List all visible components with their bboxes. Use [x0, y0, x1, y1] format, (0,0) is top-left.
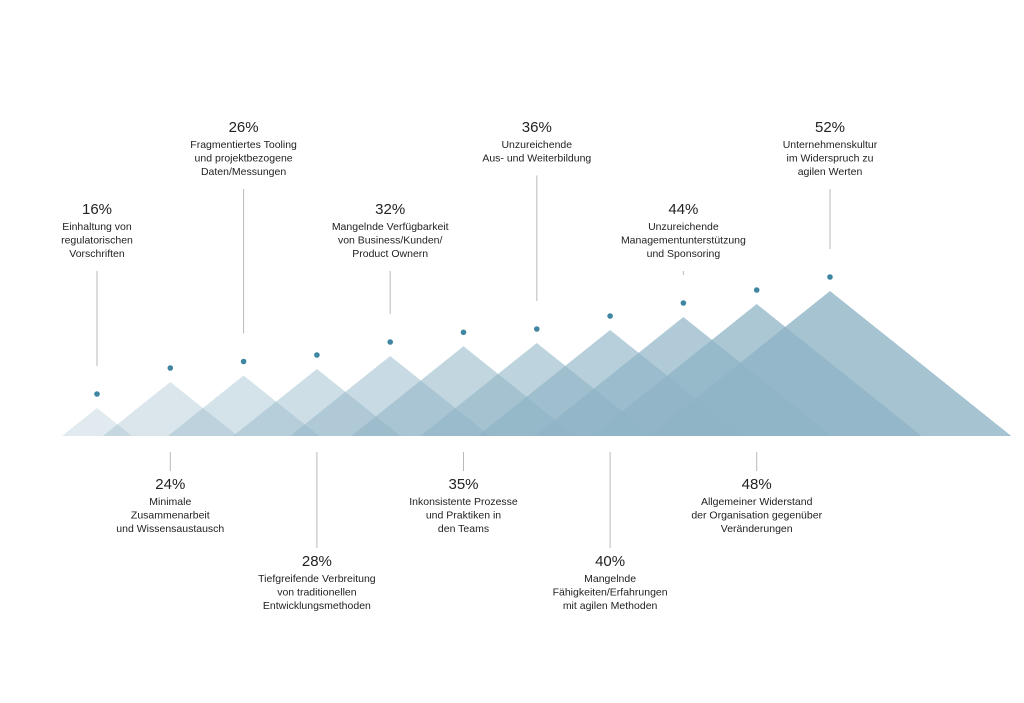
- category-label-line: Mangelnde: [584, 573, 636, 585]
- data-label: 32% Mangelnde Verfügbarkeit von Business/K…: [332, 201, 449, 260]
- data-label: 26% Fragmentiertes Tooling und projektbezo…: [190, 119, 297, 178]
- percent-label: 36%: [522, 119, 552, 136]
- category-label-line: Entwicklungsmethoden: [263, 600, 371, 612]
- peak-triangle: [233, 369, 401, 436]
- peak-dot: [314, 352, 320, 358]
- category-label-line: Zusammenarbeit: [131, 510, 210, 522]
- peak-dot: [460, 329, 467, 336]
- percent-label: 35%: [448, 476, 478, 493]
- peak-triangle: [102, 382, 238, 436]
- category-label-line: Veränderungen: [721, 523, 793, 535]
- data-label: 36% Unzureichende Aus- und Weiterbildung: [482, 119, 591, 165]
- data-label: 28% Tiefgreifende Verbreitung von traditio…: [258, 553, 376, 612]
- category-label-line: mit agilen Methoden: [563, 600, 658, 612]
- category-label-line: Unzureichende: [648, 221, 719, 233]
- category-label-line: von Business/Kunden/: [338, 235, 443, 247]
- percent-label: 52%: [815, 119, 845, 136]
- percent-label: 28%: [302, 553, 332, 570]
- peak-dot: [94, 391, 100, 397]
- peak-dot: [387, 339, 394, 345]
- data-label: 52% Unternehmenskultur im Widerspruch zuag…: [783, 119, 878, 178]
- data-label: 35% Inkonsistente Prozesse und Praktiken i…: [409, 476, 518, 535]
- category-label-line: Allgemeiner Widerstand: [701, 496, 813, 508]
- peak-dot: [607, 313, 613, 319]
- percent-label: 16%: [82, 201, 112, 218]
- category-label-line: Managementunterstützung: [621, 235, 746, 247]
- category-label-line: Mangelnde Verfügbarkeit: [332, 221, 449, 233]
- category-label-line: Tiefgreifende Verbreitung: [258, 573, 376, 585]
- peak-dot: [167, 365, 174, 371]
- category-label-line: und Wissensaustausch: [116, 523, 224, 535]
- category-label-line: Product Ownern: [352, 248, 428, 260]
- peak-triangle: [62, 408, 132, 436]
- category-label-line: Fähigkeiten/Erfahrungen: [553, 587, 668, 599]
- percent-label: 24%: [155, 476, 185, 493]
- data-label: 44% Unzureichende Managementunterstützungu…: [621, 201, 746, 260]
- category-label-line: Einhaltung von: [62, 221, 132, 233]
- category-label-line: von traditionellen: [277, 587, 357, 599]
- category-label-line: agilen Werten: [798, 166, 863, 178]
- peak-dot: [534, 326, 540, 332]
- leader-lines-layer: [96, 175, 831, 548]
- peak-triangle: [168, 375, 320, 436]
- peaks-layer: [62, 291, 1012, 436]
- category-label-line: und projektbezogene: [195, 153, 293, 165]
- category-label-line: den Teams: [438, 523, 489, 535]
- percent-label: 32%: [375, 201, 405, 218]
- data-label: 48% Allgemeiner Widerstand der Organisatio…: [691, 476, 822, 535]
- category-label-line: und Sponsoring: [647, 248, 721, 260]
- category-label-line: Unzureichende: [501, 139, 572, 151]
- dots-layer: [94, 274, 833, 397]
- category-label-line: Daten/Messungen: [201, 166, 286, 178]
- labels-layer: 16% Einhaltung von regulatorischenVorschri…: [61, 119, 878, 612]
- percent-label: 48%: [742, 476, 772, 493]
- peak-dot: [680, 300, 687, 306]
- category-label-line: Aus- und Weiterbildung: [482, 153, 591, 165]
- peak-dot: [753, 287, 760, 293]
- percent-label: 40%: [595, 553, 625, 570]
- peak-dot: [827, 274, 833, 280]
- category-label-line: und Praktiken in: [426, 510, 501, 522]
- peak-triangle: [648, 291, 1012, 436]
- category-label-line: regulatorischen: [61, 235, 133, 247]
- category-label-line: Unternehmenskultur: [783, 139, 878, 151]
- category-label-line: Fragmentiertes Tooling: [190, 139, 297, 151]
- category-label-line: Minimale: [149, 496, 191, 508]
- data-label: 16% Einhaltung von regulatorischenVorschri…: [61, 201, 133, 260]
- peak-dot: [240, 358, 247, 365]
- category-label-line: Vorschriften: [69, 248, 125, 260]
- percent-label: 44%: [668, 201, 698, 218]
- percent-label: 26%: [229, 119, 259, 136]
- category-label-line: der Organisation gegenüber: [691, 510, 822, 522]
- category-label-line: Inkonsistente Prozesse: [409, 496, 518, 508]
- category-label-line: im Widerspruch zu: [787, 153, 874, 165]
